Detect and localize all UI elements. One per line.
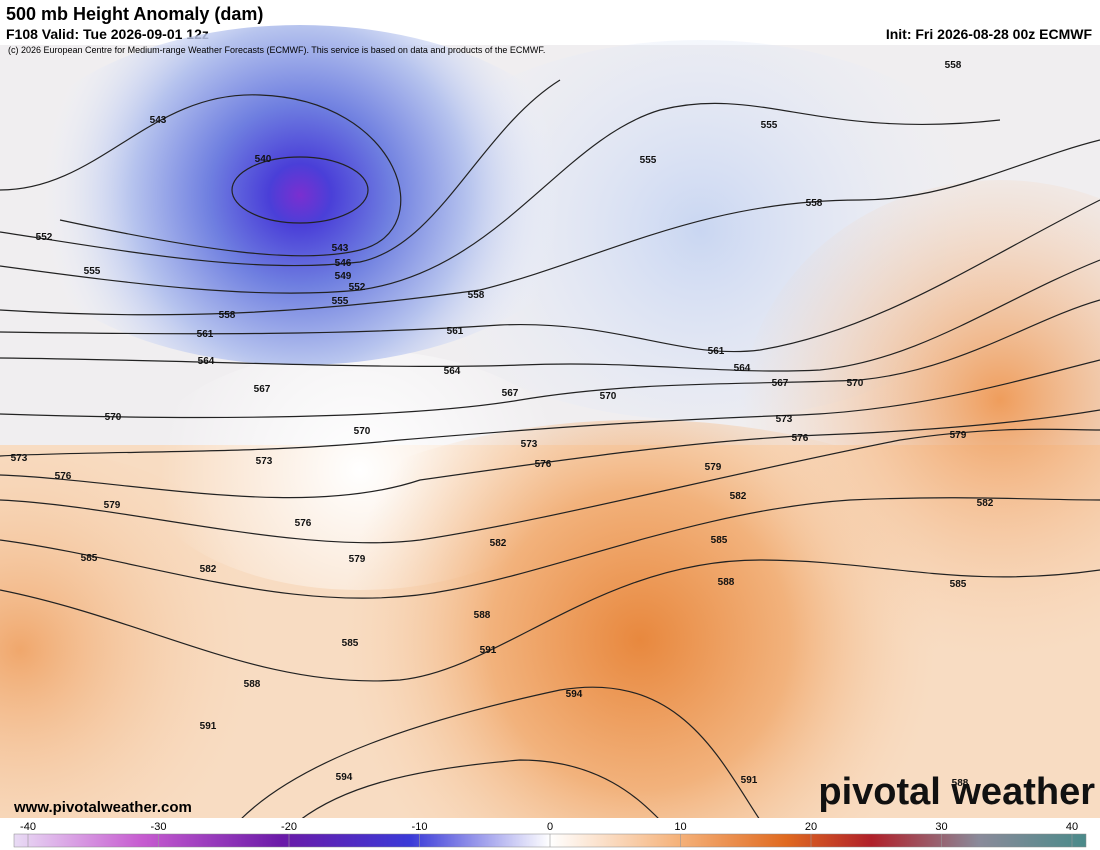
contour-label: 579 (349, 554, 366, 565)
contour-label: 564 (198, 356, 215, 367)
colorbar-tick-label: 20 (805, 821, 817, 833)
contour-label: 573 (521, 439, 538, 450)
contour-label: 567 (772, 378, 789, 389)
contour-label: 561 (197, 329, 214, 340)
colorbar-tick-label: -40 (20, 821, 36, 833)
contour-labels: 5435405435465495525555525555585615645675… (11, 60, 994, 789)
contour-label: 543 (332, 243, 349, 254)
contour-label: 570 (847, 378, 864, 389)
contour-label: 588 (244, 679, 261, 690)
contour-label: 582 (200, 564, 217, 575)
contour-label: 588 (474, 610, 491, 621)
contour-label: 552 (349, 282, 366, 293)
credit: (c) 2026 European Centre for Medium-rang… (8, 45, 545, 55)
contour-label: 591 (741, 775, 758, 786)
contour-label: 594 (336, 772, 353, 783)
contour-label: 555 (84, 266, 101, 277)
contour-label: 555 (640, 155, 657, 166)
contour-label: 579 (705, 462, 722, 473)
logo: pivotal weather (818, 771, 1095, 813)
website: www.pivotalweather.com (13, 799, 192, 816)
contour-label: 558 (945, 60, 962, 71)
contour-label: 594 (566, 689, 583, 700)
contour-label: 573 (256, 456, 273, 467)
contour-label: 561 (447, 326, 464, 337)
contour-label: 576 (295, 518, 312, 529)
contour-label: 540 (255, 154, 272, 165)
contour-label: 588 (952, 778, 969, 789)
contour-label: 555 (761, 120, 778, 131)
contour-label: 591 (200, 721, 217, 732)
contour-label: 588 (718, 577, 735, 588)
contour-label: 549 (335, 271, 352, 282)
colorbar-tick-label: 10 (674, 821, 686, 833)
contour-label: 573 (11, 453, 28, 464)
map-field (0, 25, 1100, 850)
contour-label: 546 (335, 258, 352, 269)
colorbar-ticks: -40 -30 -20 -10 0 10 20 30 40 (20, 821, 1078, 847)
contour-label: 582 (977, 498, 994, 509)
contour-label: 582 (490, 538, 507, 549)
contour-lines (0, 79, 1100, 821)
contour-label: 582 (730, 491, 747, 502)
contour-label: 585 (950, 579, 967, 590)
colorbar-tick-label: -30 (151, 821, 167, 833)
contour-label: 579 (104, 500, 121, 511)
valid-time: F108 Valid: Tue 2026-09-01 12z (6, 26, 209, 42)
contour-label: 576 (535, 459, 552, 470)
colorbar-tick-label: 30 (935, 821, 947, 833)
colorbar-tick-label: -10 (412, 821, 428, 833)
title: 500 mb Height Anomaly (dam) (6, 4, 264, 24)
contour-label: 585 (342, 638, 359, 649)
colorbar-tick-label: 40 (1066, 821, 1078, 833)
contour-label: 558 (219, 310, 236, 321)
contour-label: 591 (480, 645, 497, 656)
contour-label: 570 (105, 412, 122, 423)
contour-label: 576 (792, 433, 809, 444)
contour-label: 585 (81, 553, 98, 564)
contour-label: 552 (36, 232, 53, 243)
contour-label: 555 (332, 296, 349, 307)
contour-label: 585 (711, 535, 728, 546)
init-time: Init: Fri 2026-08-28 00z ECMWF (885, 26, 1092, 42)
contour-label: 567 (502, 388, 519, 399)
colorbar-tick-label: -20 (281, 821, 297, 833)
contour-label: 573 (776, 414, 793, 425)
contour-label: 576 (55, 471, 72, 482)
contour-label: 561 (708, 346, 725, 357)
contour-label: 558 (806, 198, 823, 209)
contour-label: 564 (734, 363, 751, 374)
contour-label: 570 (600, 391, 617, 402)
contour-label: 543 (150, 115, 167, 126)
contour-label: 564 (444, 366, 461, 377)
contour-label: 579 (950, 430, 967, 441)
colorbar-tick-label: 0 (547, 821, 553, 833)
contour-label: 567 (254, 384, 271, 395)
contour-label: 570 (354, 426, 371, 437)
contour-label: 558 (468, 290, 485, 301)
